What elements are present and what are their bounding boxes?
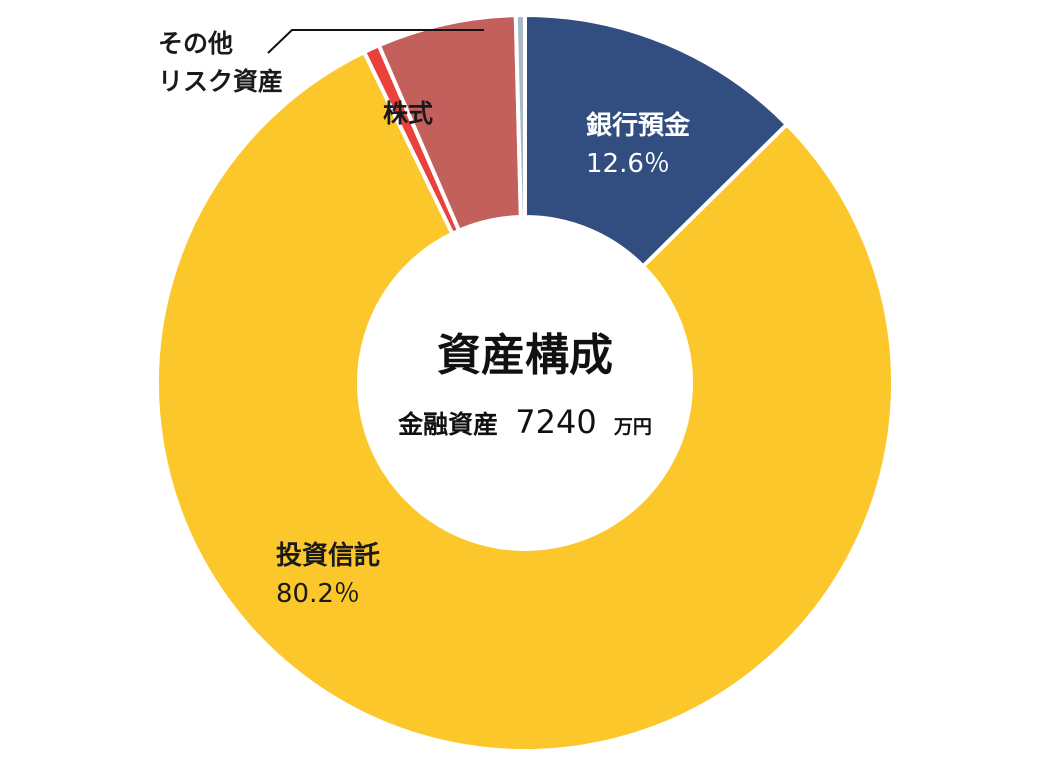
label-investment-trust-name: 投資信託 (276, 540, 380, 571)
label-investment-trust-value: 80.2％ (276, 579, 360, 609)
slice-remainder (513, 13, 527, 220)
label-bank-deposit-value: 12.6％ (586, 149, 670, 179)
label-other-risk-line2: リスク資産 (158, 67, 283, 96)
subtitle-unit: 万円 (613, 416, 652, 438)
slice-investment-trust (155, 50, 895, 753)
label-stocks-name: 株式 (383, 99, 433, 128)
chart-subtitle: 金融資産 7240 万円 (397, 403, 652, 441)
donut-slices (155, 13, 895, 753)
chart-title: 資産構成 (437, 330, 613, 381)
subtitle-label: 金融資産 (397, 410, 498, 439)
label-bank-deposit-name: 銀行預金 (586, 110, 691, 141)
leader-line-other-risk (267, 29, 484, 54)
subtitle-value: 7240 (515, 403, 596, 441)
slice-bank-deposit (523, 13, 789, 269)
label-other-risk-line1: その他 (158, 29, 233, 58)
